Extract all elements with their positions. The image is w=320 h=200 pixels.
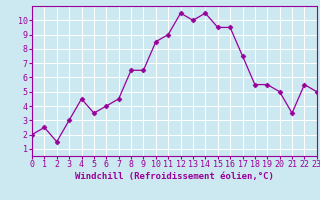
X-axis label: Windchill (Refroidissement éolien,°C): Windchill (Refroidissement éolien,°C) <box>75 172 274 181</box>
